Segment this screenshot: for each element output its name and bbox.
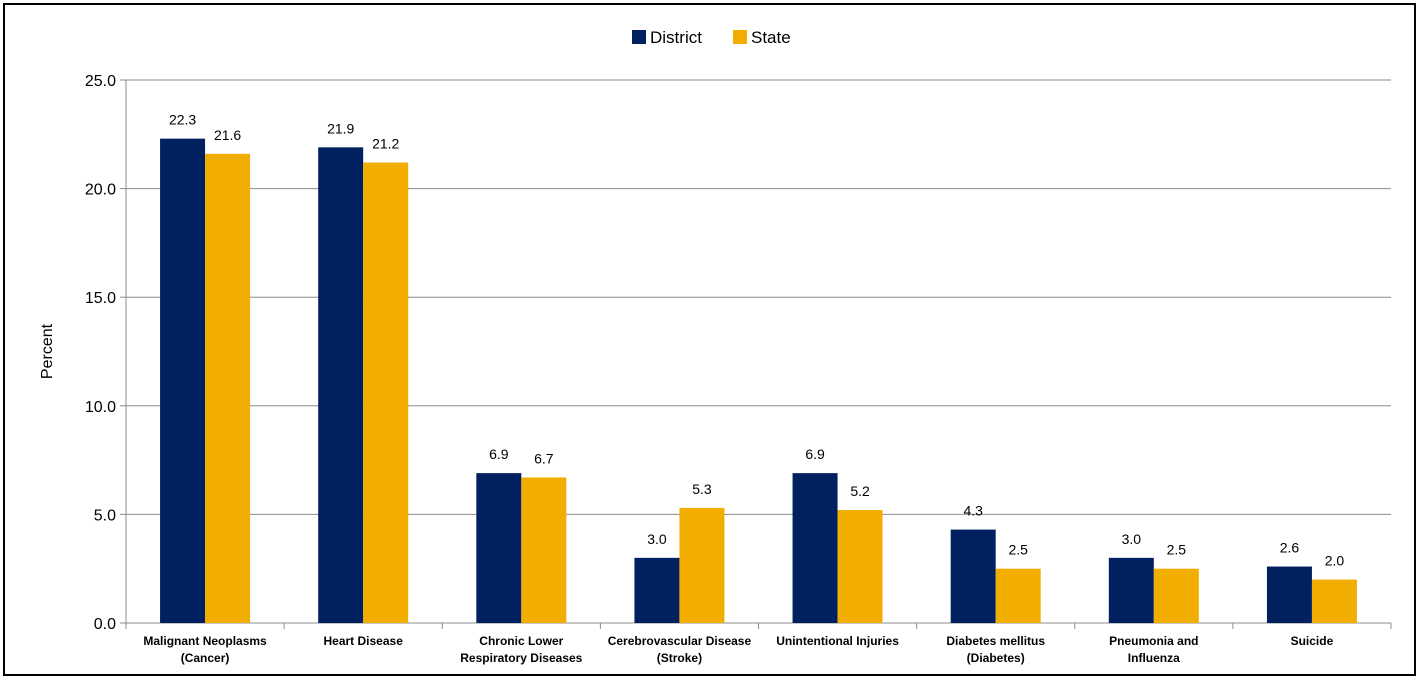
bar-state	[1311, 579, 1357, 623]
data-label: 2.5	[1008, 542, 1028, 558]
x-category-label: Suicide	[1291, 634, 1334, 648]
data-label: 5.3	[692, 481, 712, 497]
data-label: 5.2	[850, 483, 870, 499]
bar-district	[1266, 566, 1312, 623]
y-tick-label: 25.0	[85, 73, 116, 90]
bar-state	[363, 162, 409, 623]
data-label: 21.2	[372, 136, 399, 152]
bar-district	[950, 529, 996, 623]
bar-district	[792, 473, 838, 623]
x-category-label: Cerebrovascular Disease (Stroke)	[608, 634, 752, 665]
data-label: 2.5	[1167, 542, 1187, 558]
bar-district	[476, 473, 522, 623]
x-category-label: Heart Disease	[323, 634, 403, 648]
bar-district	[160, 138, 206, 624]
data-label: 3.0	[1122, 531, 1142, 547]
y-tick-label: 10.0	[85, 399, 116, 416]
x-category-label: Chronic Lower Respiratory Diseases	[460, 634, 582, 665]
data-label: 21.6	[214, 127, 241, 143]
bar-district	[1108, 557, 1154, 623]
data-label: 2.6	[1280, 540, 1300, 556]
data-label: 22.3	[169, 112, 196, 128]
bar-state	[837, 510, 883, 623]
y-tick-label: 5.0	[94, 507, 116, 524]
bar-state	[521, 477, 567, 623]
data-label: 6.7	[534, 450, 554, 466]
y-tick-label: 20.0	[85, 182, 116, 199]
bar-district	[318, 147, 364, 623]
x-category-label: Pneumonia and Influenza	[1109, 634, 1198, 665]
y-tick-label: 15.0	[85, 290, 116, 307]
y-axis-label: Percent	[39, 323, 56, 379]
y-tick-label: 0.0	[94, 616, 116, 633]
data-label: 6.9	[805, 446, 825, 462]
legend-swatch-district	[632, 30, 646, 44]
bar-state	[679, 507, 725, 623]
bar-state	[995, 568, 1041, 623]
x-category-label: Malignant Neoplasms (Cancer)	[143, 634, 267, 665]
bar-state	[205, 153, 251, 623]
legend-label-district: District	[650, 28, 702, 47]
bar-state	[1153, 568, 1199, 623]
data-label: 6.9	[489, 446, 509, 462]
bar-district	[634, 557, 680, 623]
data-label: 21.9	[327, 120, 354, 136]
data-label: 2.0	[1325, 553, 1345, 569]
data-label: 3.0	[647, 531, 667, 547]
legend-swatch-state	[733, 30, 747, 44]
data-label: 4.3	[963, 503, 983, 519]
x-category-label: Diabetes mellitus (Diabetes)	[946, 634, 1045, 665]
legend-label-state: State	[751, 28, 791, 47]
x-category-label: Unintentional Injuries	[776, 634, 899, 648]
